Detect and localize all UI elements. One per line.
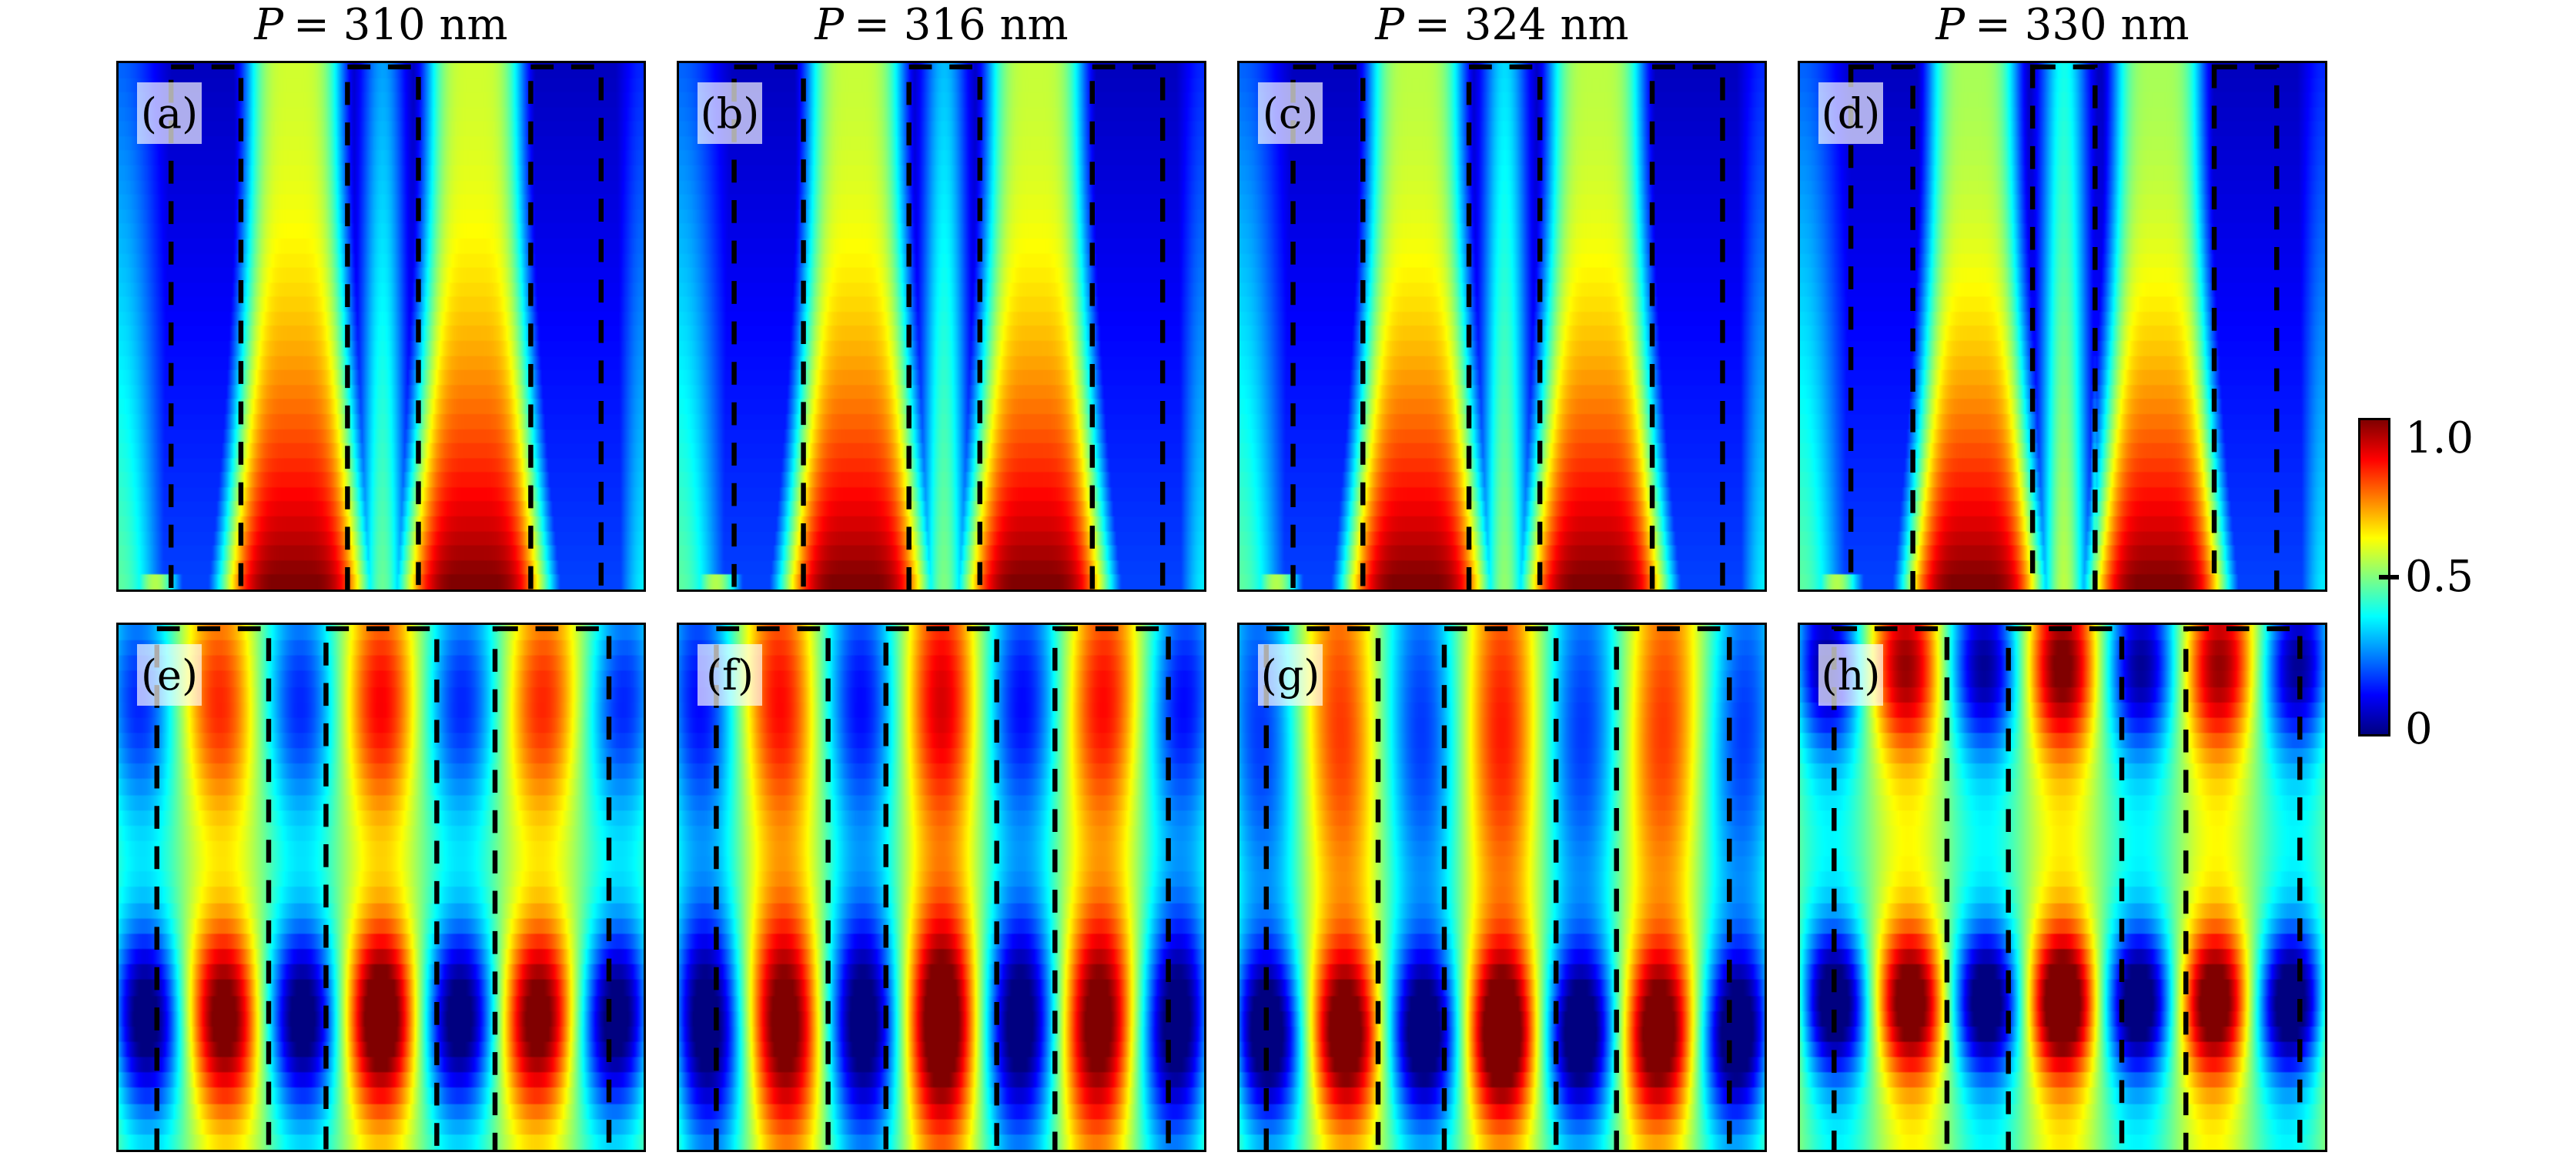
colorbar-tick-label-1.0: 1.0	[2405, 413, 2474, 463]
colorbar-tick-mark	[2379, 575, 2399, 580]
column-title-310: P = 310 nm	[116, 2, 646, 49]
panel-label: (c)	[1258, 82, 1323, 144]
colorbar-tick-label-0: 0	[2405, 704, 2433, 754]
heatmap-panel-b: (b)	[677, 61, 1206, 592]
structure-dashed-overlay	[168, 64, 604, 590]
structure-dashed-overlay	[1832, 626, 2303, 1150]
period-value: = 330 nm	[1975, 0, 2190, 50]
heatmap-canvas	[119, 625, 644, 1150]
heatmap-canvas	[1800, 625, 2325, 1150]
heatmap-canvas	[1239, 63, 1765, 590]
period-value: = 316 nm	[854, 0, 1069, 50]
panel-label: (d)	[1818, 82, 1883, 144]
period-value: = 310 nm	[293, 0, 508, 50]
heatmap-canvas	[1800, 63, 2325, 590]
heatmap-panel-h: (h)	[1798, 623, 2327, 1152]
structure-dashed-overlay	[1290, 64, 1725, 590]
period-symbol: P	[1375, 0, 1405, 50]
heatmap-canvas	[679, 625, 1204, 1150]
structure-dashed-overlay	[714, 626, 1171, 1150]
heatmap-panel-c: (c)	[1237, 61, 1767, 592]
structure-dashed-overlay	[1263, 626, 1732, 1150]
heatmap-canvas	[679, 63, 1204, 590]
heatmap-panel-d: (d)	[1798, 61, 2327, 592]
heatmap-panel-g: (g)	[1237, 623, 1767, 1152]
column-title-316: P = 316 nm	[677, 2, 1206, 49]
colorbar-tick-label-0.5: 0.5	[2405, 552, 2474, 602]
column-title-324: P = 324 nm	[1237, 2, 1767, 49]
heatmap-panel-f: (f)	[677, 623, 1206, 1152]
structure-dashed-overlay	[1848, 64, 2280, 590]
panel-label: (e)	[137, 644, 202, 706]
period-value: = 324 nm	[1414, 0, 1629, 50]
structure-dashed-overlay	[154, 626, 612, 1150]
heatmap-panel-a: (a)	[116, 61, 646, 592]
panel-label: (h)	[1818, 644, 1883, 706]
panel-label: (b)	[698, 82, 762, 144]
heatmap-canvas	[1239, 625, 1765, 1150]
heatmap-panel-e: (e)	[116, 623, 646, 1152]
period-symbol: P	[1935, 0, 1965, 50]
period-symbol: P	[815, 0, 845, 50]
structure-dashed-overlay	[731, 64, 1166, 590]
period-symbol: P	[254, 0, 284, 50]
panel-label: (g)	[1258, 644, 1323, 706]
column-title-330: P = 330 nm	[1798, 2, 2327, 49]
panel-label: (f)	[698, 644, 762, 706]
heatmap-canvas	[119, 63, 644, 590]
panel-label: (a)	[137, 82, 202, 144]
